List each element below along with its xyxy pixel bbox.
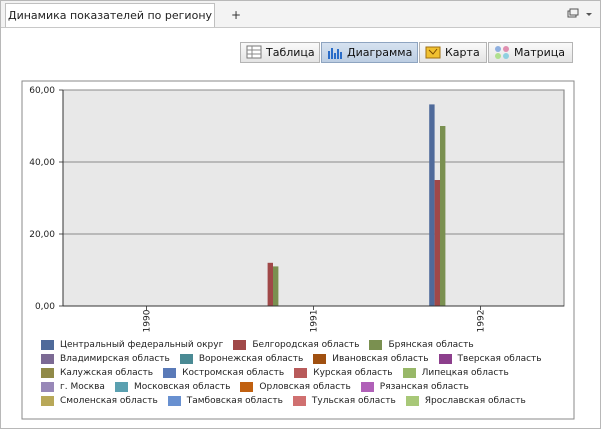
- legend-item: Брянская область: [369, 339, 474, 351]
- legend-swatch: [41, 368, 54, 378]
- legend-swatch: [41, 340, 54, 350]
- legend-swatch: [294, 368, 308, 378]
- legend-label: Смоленская область: [60, 396, 158, 406]
- legend-label: Ивановская область: [332, 354, 429, 364]
- legend-swatch: [179, 354, 193, 364]
- legend-item: Центральный федеральный округ: [41, 339, 223, 351]
- label: Матрица: [514, 46, 565, 59]
- legend-swatch: [41, 382, 54, 392]
- tab[interactable]: Динамика показателей по региону: [5, 3, 215, 27]
- legend-swatch: [233, 340, 247, 350]
- legend-swatch: [405, 396, 419, 406]
- legend-item: Рязанская область: [360, 381, 469, 393]
- legend-item: Ярославская область: [405, 395, 526, 407]
- legend-item: г. Москва: [41, 381, 105, 393]
- legend-swatch: [438, 354, 452, 364]
- legend-swatch: [369, 340, 383, 350]
- legend-label: Тверская область: [457, 354, 542, 364]
- bar: [440, 126, 446, 306]
- legend-item: Ивановская область: [313, 353, 429, 365]
- legend: Центральный федеральный округ Белгородска…: [41, 339, 571, 407]
- legend-label: Московская область: [133, 382, 231, 392]
- legend-item: Тверская область: [438, 353, 542, 365]
- legend-label: Белгородская область: [252, 340, 360, 350]
- matrix-button[interactable]: Матрица: [488, 42, 573, 63]
- y-tick-label: 60,00: [29, 86, 55, 96]
- icon: [246, 45, 262, 59]
- legend-swatch: [167, 396, 181, 406]
- legend-label: Тамбовская область: [186, 396, 283, 406]
- window-controls[interactable]: [567, 8, 597, 20]
- legend-label: Костромская область: [182, 368, 285, 378]
- legend-item: Калужская область: [41, 367, 153, 379]
- legend-label: Орловская область: [259, 382, 351, 392]
- label: Таблица: [266, 46, 315, 59]
- legend-swatch: [41, 354, 54, 364]
- legend-label: Калужская область: [60, 368, 154, 378]
- bar: [429, 104, 435, 307]
- label: Карта: [445, 46, 480, 59]
- legend-label: Владимирская область: [60, 354, 170, 364]
- y-tick-label: 20,00: [29, 230, 55, 240]
- y-tick-label: 0,00: [35, 302, 55, 312]
- legend-item: Владимирская область: [41, 353, 170, 365]
- legend-swatch: [41, 396, 54, 406]
- legend-label: Липецкая область: [421, 368, 509, 378]
- legend-label: Курская область: [313, 368, 393, 378]
- legend-swatch: [163, 368, 177, 378]
- table-button[interactable]: Таблица: [240, 42, 320, 63]
- icon: [495, 46, 509, 59]
- legend-label: Ярославская область: [424, 396, 526, 406]
- legend-label: г. Москва: [60, 382, 105, 392]
- legend-swatch: [360, 382, 374, 392]
- map-button[interactable]: Карта: [419, 42, 487, 63]
- legend-item: Московская область: [114, 381, 231, 393]
- icon: [425, 46, 441, 59]
- x-tick-label: 1991: [310, 310, 320, 333]
- chart-button[interactable]: Диаграмма: [321, 42, 418, 63]
- add-tab[interactable]: +: [230, 8, 242, 22]
- y-tick-label: 40,00: [29, 158, 55, 168]
- bar: [434, 180, 440, 306]
- bar: [273, 266, 279, 306]
- legend-label: Воронежская область: [198, 354, 304, 364]
- legend-swatch: [114, 382, 128, 392]
- legend-swatch: [240, 382, 254, 392]
- legend-swatch: [313, 354, 327, 364]
- icon: [328, 48, 342, 59]
- x-tick-label: 1990: [143, 309, 153, 332]
- legend-item: Белгородская область: [233, 339, 359, 351]
- legend-item: Костромская область: [163, 367, 284, 379]
- legend-item: Воронежская область: [179, 353, 304, 365]
- legend-item: Орловская область: [240, 381, 351, 393]
- legend-item: Курская область: [294, 367, 393, 379]
- legend-item: Тульская область: [292, 395, 396, 407]
- tab-bar: Динамика показателей по региону +: [1, 1, 600, 28]
- plot-area: [62, 89, 565, 307]
- legend-swatch: [292, 396, 306, 406]
- legend-swatch: [402, 368, 416, 378]
- legend-label: Тульская область: [311, 396, 396, 406]
- legend-label: Брянская область: [388, 340, 474, 350]
- x-tick-label: 1992: [477, 310, 487, 333]
- legend-item: Смоленская область: [41, 395, 158, 407]
- legend-label: Центральный федеральный округ: [60, 340, 224, 350]
- label: Диаграмма: [347, 46, 413, 59]
- legend-item: Липецкая область: [402, 367, 509, 379]
- bar: [267, 262, 273, 306]
- legend-item: Тамбовская область: [167, 395, 283, 407]
- legend-label: Рязанская область: [379, 382, 469, 392]
